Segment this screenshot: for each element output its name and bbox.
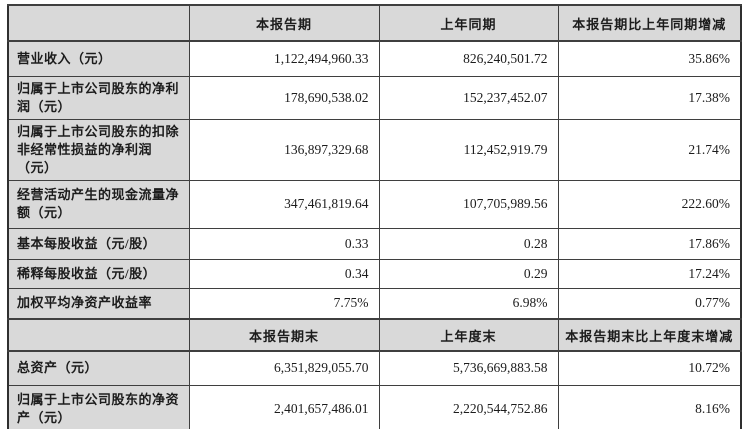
row-label: 经营活动产生的现金流量净额（元） [7, 179, 190, 229]
row-label: 归属于上市公司股东的扣除非经常性损益的净利润（元） [7, 118, 190, 181]
row-label: 归属于上市公司股东的净利润（元） [7, 75, 190, 120]
value-change: 17.86% [557, 227, 742, 260]
table-row-revenue: 营业收入（元） 1,122,494,960.33 826,240,501.72 … [7, 40, 742, 77]
row-label: 总资产（元） [7, 350, 190, 386]
value-current: 7.75% [188, 287, 380, 320]
value-prior: 112,452,919.79 [378, 118, 559, 181]
value-current: 2,401,657,486.01 [188, 384, 380, 429]
period-end-header-row: 本报告期末 上年度末 本报告期末比上年度末增减 [7, 318, 742, 352]
table-row-net-profit: 归属于上市公司股东的净利润（元） 178,690,538.02 152,237,… [7, 75, 742, 120]
row-label: 营业收入（元） [7, 40, 190, 77]
value-current: 347,461,819.64 [188, 179, 380, 229]
period-header-row: 本报告期 上年同期 本报告期比上年同期增减 [7, 4, 742, 42]
header-period-end-change: 本报告期末比上年度末增减 [557, 318, 742, 352]
value-change: 222.60% [557, 179, 742, 229]
value-current: 6,351,829,055.70 [188, 350, 380, 386]
financial-summary-page: 本报告期 上年同期 本报告期比上年同期增减 营业收入（元） 1,122,494,… [0, 4, 750, 429]
value-prior: 6.98% [378, 287, 559, 320]
value-current: 178,690,538.02 [188, 75, 380, 120]
table-row-operating-cash-flow: 经营活动产生的现金流量净额（元） 347,461,819.64 107,705,… [7, 179, 742, 229]
table-row-weighted-avg-roe: 加权平均净资产收益率 7.75% 6.98% 0.77% [7, 287, 742, 320]
value-prior: 5,736,669,883.58 [378, 350, 559, 386]
value-prior: 0.29 [378, 258, 559, 289]
table-row-net-assets: 归属于上市公司股东的净资产（元） 2,401,657,486.01 2,220,… [7, 384, 742, 429]
value-change: 10.72% [557, 350, 742, 386]
header-corner-cell [7, 318, 190, 352]
header-prior-period: 上年同期 [378, 4, 559, 42]
header-current-period-end: 本报告期末 [188, 318, 380, 352]
value-current: 1,122,494,960.33 [188, 40, 380, 77]
table-row-net-profit-excl-nonrecurring: 归属于上市公司股东的扣除非经常性损益的净利润（元） 136,897,329.68… [7, 118, 742, 181]
header-current-period: 本报告期 [188, 4, 380, 42]
value-change: 0.77% [557, 287, 742, 320]
value-prior: 826,240,501.72 [378, 40, 559, 77]
header-prior-year-end: 上年度末 [378, 318, 559, 352]
row-label: 归属于上市公司股东的净资产（元） [7, 384, 190, 429]
table-row-basic-eps: 基本每股收益（元/股） 0.33 0.28 17.86% [7, 227, 742, 260]
value-prior: 0.28 [378, 227, 559, 260]
header-period-change: 本报告期比上年同期增减 [557, 4, 742, 42]
value-change: 35.86% [557, 40, 742, 77]
table-row-total-assets: 总资产（元） 6,351,829,055.70 5,736,669,883.58… [7, 350, 742, 386]
value-current: 0.34 [188, 258, 380, 289]
value-prior: 152,237,452.07 [378, 75, 559, 120]
financial-summary-table: 本报告期 上年同期 本报告期比上年同期增减 营业收入（元） 1,122,494,… [7, 4, 742, 429]
value-prior: 2,220,544,752.86 [378, 384, 559, 429]
value-current: 136,897,329.68 [188, 118, 380, 181]
value-change: 17.38% [557, 75, 742, 120]
value-current: 0.33 [188, 227, 380, 260]
value-change: 17.24% [557, 258, 742, 289]
row-label: 稀释每股收益（元/股） [7, 258, 190, 289]
row-label: 基本每股收益（元/股） [7, 227, 190, 260]
value-change: 8.16% [557, 384, 742, 429]
row-label: 加权平均净资产收益率 [7, 287, 190, 320]
value-prior: 107,705,989.56 [378, 179, 559, 229]
header-corner-cell [7, 4, 190, 42]
value-change: 21.74% [557, 118, 742, 181]
table-row-diluted-eps: 稀释每股收益（元/股） 0.34 0.29 17.24% [7, 258, 742, 289]
